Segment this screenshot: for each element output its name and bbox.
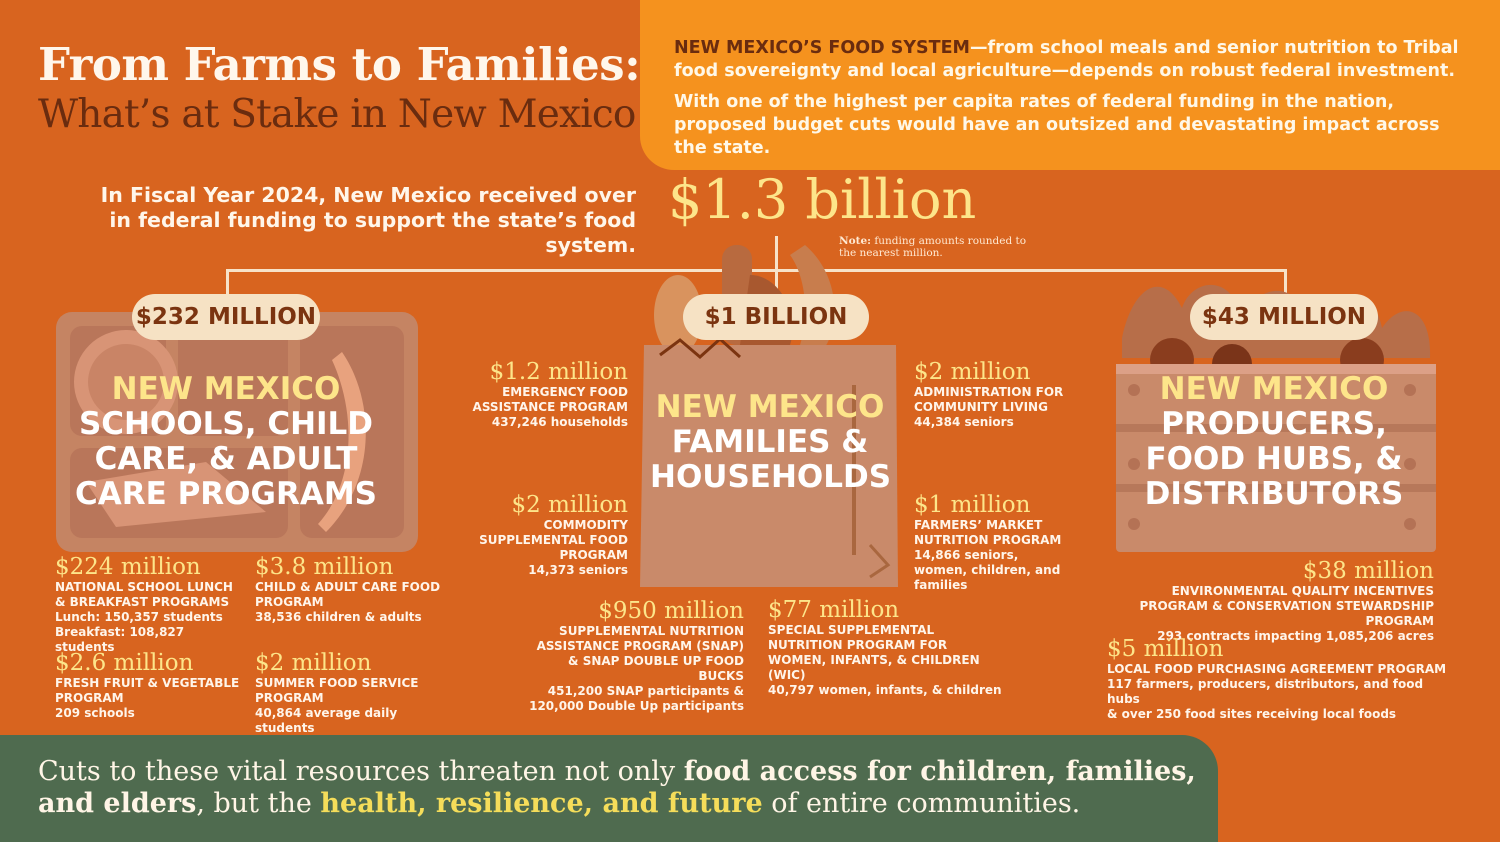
program-name: FARMERS’ MARKET NUTRITION PROGRAM bbox=[914, 518, 1062, 547]
connector-left bbox=[226, 269, 229, 297]
producers-title-highlight: NEW MEXICO bbox=[1159, 371, 1389, 407]
funding-amount: $2 million bbox=[255, 650, 372, 676]
schools-category-title: NEW MEXICO SCHOOLS, CHILD CARE, & ADULT … bbox=[56, 372, 396, 512]
program-detail: 209 schools bbox=[55, 706, 135, 720]
families-title-rest: FAMILIES & HOUSEHOLDS bbox=[650, 424, 892, 495]
schools-total-pill: $232 MILLION bbox=[132, 294, 320, 340]
program-detail: 451,200 SNAP participants & bbox=[547, 684, 744, 698]
funding-amount: $224 million bbox=[55, 554, 201, 580]
footer-message: Cuts to these vital resources threaten n… bbox=[38, 756, 1218, 820]
program-name: CHILD & ADULT CARE FOOD PROGRAM bbox=[255, 580, 441, 609]
funding-item: $2.6 million FRESH FRUIT & VEGETABLE PRO… bbox=[55, 650, 247, 721]
program-name: SUMMER FOOD SERVICE PROGRAM bbox=[255, 676, 419, 705]
program-name: ADMINISTRATION FOR COMMUNITY LIVING bbox=[914, 385, 1064, 414]
intro-panel bbox=[640, 0, 1500, 170]
footer-text-3: of entire communities. bbox=[762, 788, 1081, 819]
families-title-highlight: NEW MEXICO bbox=[655, 389, 885, 425]
note-text: funding amounts rounded to the nearest m… bbox=[839, 235, 1027, 259]
families-total-pill: $1 BILLION bbox=[683, 294, 869, 340]
total-funding-amount: $1.3 billion bbox=[668, 168, 977, 231]
program-detail: Lunch: 150,357 students bbox=[55, 610, 223, 624]
program-detail: 40,864 average daily students bbox=[255, 706, 398, 735]
funding-item: $2 million SUMMER FOOD SERVICE PROGRAM 4… bbox=[255, 650, 455, 736]
schools-title-rest: SCHOOLS, CHILD CARE, & ADULT CARE PROGRA… bbox=[74, 406, 377, 512]
program-name: FRESH FRUIT & VEGETABLE PROGRAM bbox=[55, 676, 240, 705]
lunch-tray-icon bbox=[56, 312, 418, 552]
footer-text-2: , but the bbox=[196, 788, 321, 819]
page-title: From Farms to Families: bbox=[38, 38, 641, 91]
program-detail: 117 farmers, producers, distributors, an… bbox=[1107, 677, 1424, 706]
connector-bar bbox=[226, 269, 1286, 272]
connector-center bbox=[775, 269, 778, 297]
program-name: SPECIAL SUPPLEMENTAL NUTRITION PROGRAM F… bbox=[768, 623, 980, 682]
funding-item: $224 million NATIONAL SCHOOL LUNCH & BRE… bbox=[55, 554, 247, 655]
program-detail-2: 120,000 Double Up participants bbox=[529, 699, 744, 713]
funding-item: $1 million FARMERS’ MARKET NUTRITION PRO… bbox=[914, 492, 1074, 593]
program-detail: 38,536 children & adults bbox=[255, 610, 422, 624]
intro-p1-text: —from school meals and senior nutrition … bbox=[674, 38, 1459, 81]
program-detail: 40,797 women, infants, & children bbox=[768, 683, 1002, 697]
connector-stem bbox=[775, 236, 778, 272]
producers-total-pill: $43 MILLION bbox=[1190, 294, 1378, 340]
intro-paragraph-1: NEW MEXICO’S FOOD SYSTEM—from school mea… bbox=[674, 37, 1464, 83]
program-name: LOCAL FOOD PURCHASING AGREEMENT PROGRAM bbox=[1107, 662, 1447, 676]
funding-item: $5 million LOCAL FOOD PURCHASING AGREEME… bbox=[1107, 636, 1447, 722]
program-detail: 14,866 seniors, women, children, and fam… bbox=[914, 548, 1061, 592]
funding-item: $2 million ADMINISTRATION FOR COMMUNITY … bbox=[914, 359, 1074, 430]
schools-title-highlight: NEW MEXICO bbox=[111, 371, 341, 407]
program-name: SUPPLEMENTAL NUTRITION ASSISTANCE PROGRA… bbox=[536, 624, 744, 683]
funding-statement: In Fiscal Year 2024, New Mexico received… bbox=[20, 183, 636, 258]
funding-amount: $1 million bbox=[914, 492, 1031, 518]
connector-right bbox=[1284, 269, 1287, 297]
funding-item: $1.2 million EMERGENCY FOOD ASSISTANCE P… bbox=[452, 359, 628, 430]
funding-item: $77 million SPECIAL SUPPLEMENTAL NUTRITI… bbox=[768, 597, 1008, 698]
footer-text-1: Cuts to these vital resources threaten n… bbox=[38, 756, 684, 787]
funding-amount: $3.8 million bbox=[255, 554, 394, 580]
footer-banner bbox=[0, 735, 1218, 842]
page-subtitle: What’s at Stake in New Mexico bbox=[38, 92, 636, 137]
program-name: EMERGENCY FOOD ASSISTANCE PROGRAM bbox=[472, 385, 628, 414]
program-name: ENVIRONMENTAL QUALITY INCENTIVES PROGRAM… bbox=[1139, 584, 1434, 628]
intro-paragraph-2: With one of the highest per capita rates… bbox=[674, 92, 1440, 158]
program-name: NATIONAL SCHOOL LUNCH & BREAKFAST PROGRA… bbox=[55, 580, 233, 609]
footer-emphasis-1: food access for children, families, and … bbox=[38, 756, 1196, 819]
program-detail: 293 contracts impacting 1,085,206 acres bbox=[1157, 629, 1434, 643]
program-name: COMMODITY SUPPLEMENTAL FOOD PROGRAM bbox=[479, 518, 628, 562]
funding-item: $3.8 million CHILD & ADULT CARE FOOD PRO… bbox=[255, 554, 445, 625]
program-detail-2: Breakfast: 108,827 students bbox=[55, 625, 185, 654]
families-category-title: NEW MEXICO FAMILIES & HOUSEHOLDS bbox=[650, 389, 892, 495]
funding-amount: $2 million bbox=[914, 359, 1031, 385]
producers-title-rest: PRODUCERS, FOOD HUBS, & DISTRIBUTORS bbox=[1144, 406, 1404, 512]
funding-amount: $2 million bbox=[511, 492, 628, 518]
footer-highlight: health, resilience, and future bbox=[320, 788, 763, 819]
funding-line-1: In Fiscal Year 2024, New Mexico received… bbox=[100, 183, 636, 207]
funding-amount: $38 million bbox=[1302, 558, 1434, 584]
funding-amount: $1.2 million bbox=[489, 359, 628, 385]
funding-amount: $950 million bbox=[598, 598, 744, 624]
program-detail: 44,384 seniors bbox=[914, 415, 1014, 429]
funding-item: $2 million COMMODITY SUPPLEMENTAL FOOD P… bbox=[468, 492, 628, 578]
funding-amount: $5 million bbox=[1107, 636, 1224, 662]
program-detail: 14,373 seniors bbox=[528, 563, 628, 577]
program-detail: 437,246 households bbox=[491, 415, 628, 429]
rounding-note: Note: funding amounts rounded to the nea… bbox=[839, 235, 1039, 259]
producers-category-title: NEW MEXICO PRODUCERS, FOOD HUBS, & DISTR… bbox=[1122, 372, 1426, 512]
funding-amount: $2.6 million bbox=[55, 650, 194, 676]
program-detail-2: & over 250 food sites receiving local fo… bbox=[1107, 707, 1397, 721]
note-label: Note: bbox=[839, 235, 872, 247]
funding-line-2: in federal funding to support the state’… bbox=[109, 208, 636, 257]
intro-lead: NEW MEXICO’S FOOD SYSTEM bbox=[674, 38, 970, 58]
funding-item: $950 million SUPPLEMENTAL NUTRITION ASSI… bbox=[524, 598, 744, 714]
funding-item: $38 million ENVIRONMENTAL QUALITY INCENT… bbox=[1100, 558, 1434, 644]
funding-amount: $77 million bbox=[768, 597, 900, 623]
